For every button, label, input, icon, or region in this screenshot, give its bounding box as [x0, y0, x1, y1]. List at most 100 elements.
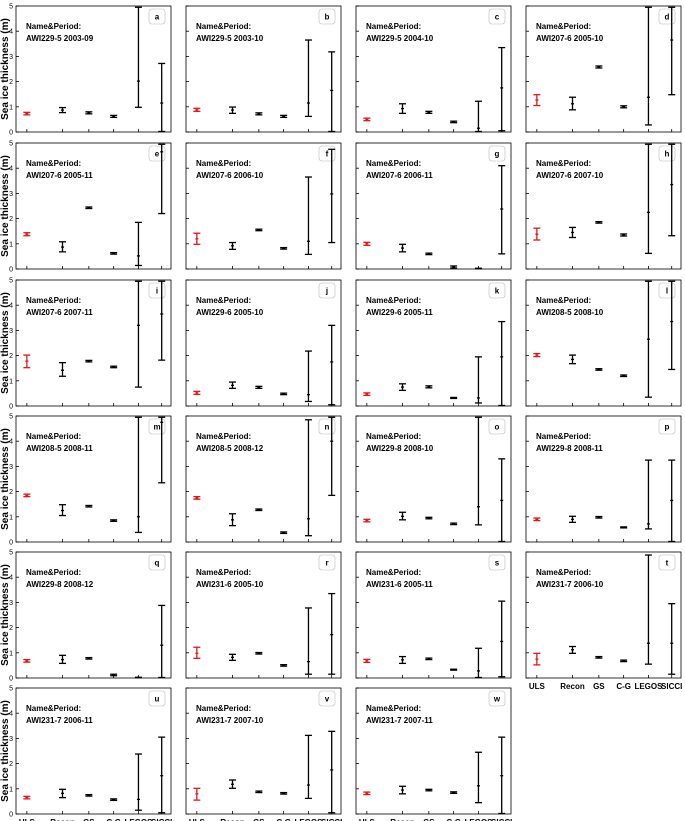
panel-letter-box [488, 282, 506, 299]
errorbar-gs [595, 515, 603, 519]
name-period-label: Name&Period: [26, 296, 81, 305]
panel-name: AWI207-6 2005-10 [536, 34, 604, 43]
panel-letter-box [318, 8, 336, 25]
errorbar-uls [363, 117, 371, 122]
errorbar-uls [193, 232, 201, 245]
panel-letter: h [665, 150, 670, 159]
panel-letter: d [665, 13, 670, 22]
errorbar-legos [134, 753, 142, 811]
panel-name: AWI208-5 2008-12 [196, 444, 264, 453]
y-tick-label: 0 [9, 130, 13, 137]
errorbar-uls [193, 390, 201, 396]
errorbar-legos [304, 350, 312, 403]
errorbar-legos [134, 221, 142, 267]
errorbar-gs [425, 516, 433, 520]
errorbar-gs [255, 790, 263, 794]
panel-letter-box [658, 418, 676, 435]
panel-frame [15, 415, 172, 543]
panel-letter: c [495, 13, 500, 22]
errorbar-legos [474, 267, 482, 270]
x-tick-label: Recon [220, 818, 245, 821]
panel-letter: k [495, 287, 500, 296]
errorbar-recon [59, 504, 66, 517]
name-period-label: Name&Period: [366, 704, 421, 713]
errorbar-gs [85, 206, 93, 210]
errorbar-sicci [158, 604, 166, 679]
y-tick-label: 3 [9, 191, 13, 198]
errorbar-legos [134, 416, 142, 534]
x-tick-label: C-G [276, 818, 291, 821]
errorbar-c-g [620, 233, 628, 237]
errorbar-gs [255, 651, 263, 655]
errorbar-recon [59, 241, 66, 253]
y-tick-label: 2 [9, 216, 13, 223]
panel-letter: a [155, 13, 160, 22]
y-tick-label: 0 [9, 676, 13, 683]
panel-letter-box [148, 554, 166, 571]
panel-frame [15, 687, 172, 815]
panel-letter-box [658, 554, 676, 571]
panel-frame [355, 5, 512, 133]
errorbar-c-g [450, 120, 458, 124]
panel-letter-box [148, 282, 166, 299]
errorbar-recon [569, 645, 576, 654]
y-axis-label: Sea ice thickness (m) [0, 564, 11, 666]
errorbar-sicci [498, 46, 506, 132]
name-period-label: Name&Period: [26, 568, 81, 577]
y-axis-label: Sea ice thickness (m) [0, 428, 11, 530]
y-tick-label: 1 [9, 650, 13, 657]
errorbar-sicci [158, 416, 166, 484]
errorbar-uls [363, 241, 371, 246]
name-period-label: Name&Period: [536, 568, 591, 577]
panel-letter: g [495, 150, 500, 159]
name-period-label: Name&Period: [366, 432, 421, 441]
y-tick-label: 3 [9, 600, 13, 607]
errorbar-recon [229, 779, 236, 789]
errorbar-c-g [450, 668, 458, 671]
x-tick-label: LEGOS [634, 682, 663, 691]
errorbar-uls [23, 493, 31, 498]
panel-frame [525, 5, 682, 133]
errorbar-recon [569, 354, 576, 365]
errorbar-c-g [280, 791, 288, 795]
y-tick-label: 2 [9, 79, 13, 86]
name-period-label: Name&Period: [366, 159, 421, 168]
errorbar-c-g [110, 673, 118, 677]
panel-letter: f [326, 150, 329, 159]
name-period-label: Name&Period: [26, 159, 81, 168]
errorbar-legos [134, 6, 142, 108]
errorbar-c-g [450, 522, 458, 526]
errorbar-sicci [498, 165, 506, 255]
errorbar-sicci [498, 320, 506, 407]
errorbar-c-g [450, 265, 458, 269]
panel-name: AWI207-6 2006-11 [366, 171, 433, 180]
errorbar-uls [193, 495, 201, 500]
panel-letter: n [325, 423, 330, 432]
x-tick-label: C-G [446, 818, 461, 821]
errorbar-recon [569, 515, 576, 523]
panel-letter-box [658, 282, 676, 299]
errorbar-c-g [620, 526, 628, 529]
panel-letter-box [488, 554, 506, 571]
y-tick-label: 0 [9, 404, 13, 411]
panel-name: AWI207-6 2005-11 [26, 171, 93, 180]
y-tick-label: 1 [9, 786, 13, 793]
panel-frame [15, 142, 172, 270]
y-tick-label: 5 [9, 4, 13, 11]
name-period-label: Name&Period: [196, 159, 251, 168]
errorbar-c-g [450, 791, 458, 794]
y-tick-label: 4 [9, 439, 13, 446]
panel-letter-box [318, 282, 336, 299]
y-axis-label: Sea ice thickness (m) [0, 292, 11, 394]
errorbar-c-g [620, 374, 628, 378]
errorbar-gs [425, 110, 433, 115]
panel-g: Name&Period: AWI207-6 2006-11 g [355, 142, 512, 270]
errorbar-recon [399, 243, 406, 253]
errorbar-sicci [158, 736, 166, 814]
panel-frame [355, 415, 512, 543]
panel-frame [525, 142, 682, 270]
x-tick-label: ULS [19, 818, 36, 821]
errorbar-gs [255, 112, 263, 116]
